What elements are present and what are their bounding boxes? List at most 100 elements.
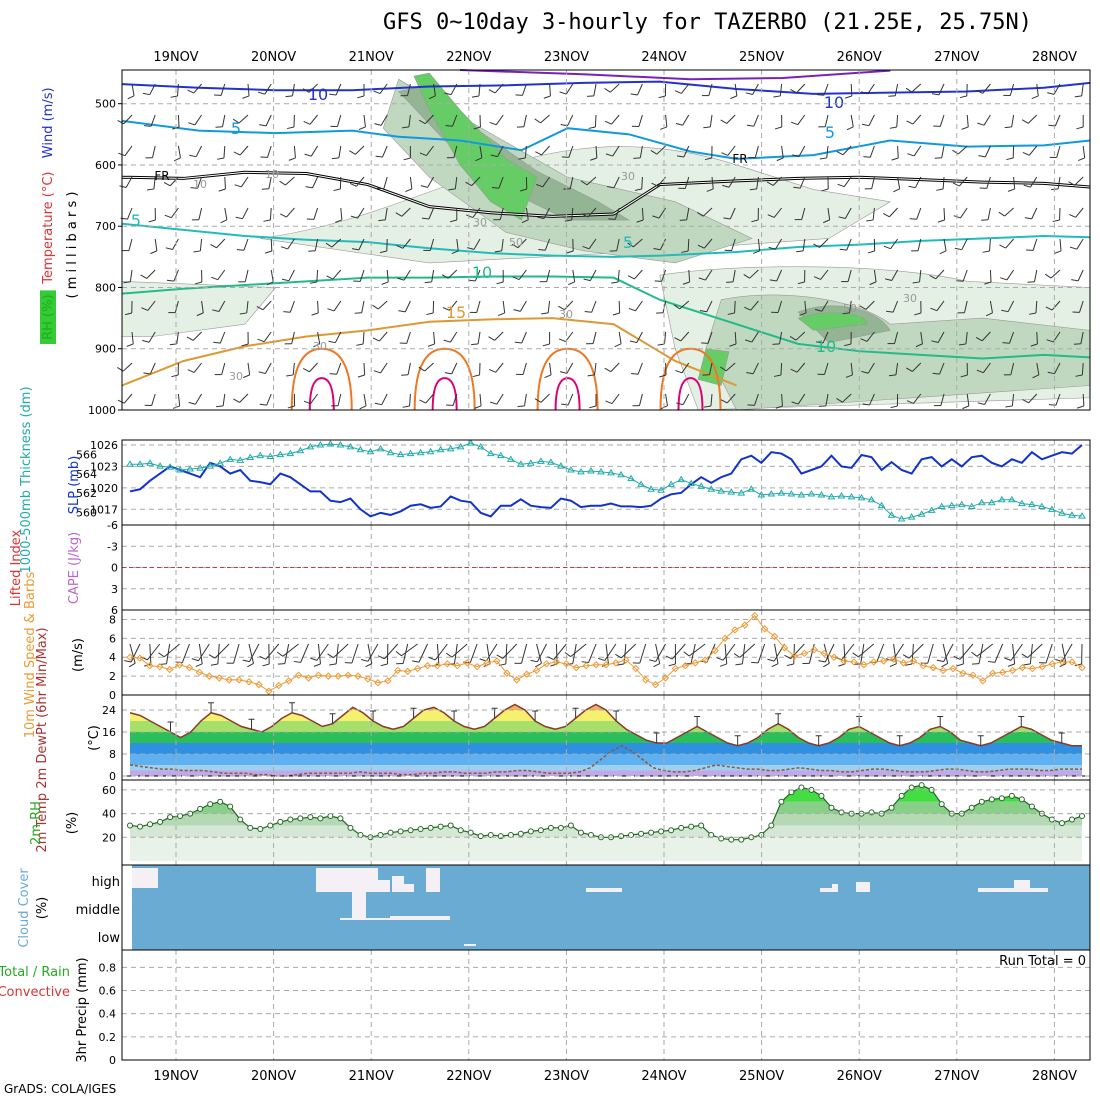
- surface-wind-barb: [499, 644, 507, 665]
- rh-marker: [939, 802, 944, 807]
- rh-marker: [458, 828, 463, 833]
- rh-marker: [488, 832, 493, 837]
- cloud-level-label: low: [98, 931, 121, 946]
- upper-wind-barb: [515, 332, 527, 343]
- upper-wind-barb: [471, 332, 480, 345]
- upper-wind-barb: [214, 84, 225, 95]
- surface-wind-barb: [196, 644, 202, 667]
- slp-ylabel: SLP (mb): [67, 456, 82, 515]
- rh-marker: [548, 825, 553, 830]
- upper-wind-barb: [215, 363, 225, 375]
- upper-wind-barb: [360, 394, 366, 409]
- rh-marker: [869, 810, 874, 815]
- rh-marker: [448, 823, 453, 828]
- upper-wind-barb: [589, 115, 596, 128]
- upper-wind-barb: [238, 270, 248, 282]
- upper-wind-barb: [167, 270, 178, 281]
- rh-marker: [318, 816, 323, 821]
- clear-sky-block: [352, 892, 366, 918]
- upper-wind-barb: [631, 363, 642, 374]
- upper-wind-barb: [703, 115, 712, 128]
- upper-wind-barb: [221, 208, 227, 223]
- isotherm-20: [292, 349, 352, 410]
- upper-wind-barb: [585, 301, 596, 312]
- surface-wind-barb: [175, 644, 189, 663]
- upper-wind-barb: [907, 115, 921, 124]
- top-day-label: 22NOV: [446, 50, 491, 65]
- rh-marker: [378, 832, 383, 837]
- upper-wind-barb: [1028, 270, 1037, 282]
- upper-wind-barb: [1070, 239, 1083, 249]
- upper-wind-barb: [933, 115, 944, 126]
- upper-wind-barb: [332, 146, 341, 159]
- upper-wind-barb: [890, 115, 898, 128]
- upper-wind-barb: [613, 301, 620, 315]
- rh-marker: [238, 817, 243, 822]
- upper-wind-barb: [374, 363, 387, 373]
- upper-wind-barb: [490, 115, 503, 125]
- contour-label: 10: [265, 168, 279, 181]
- surface-wind-barb: [772, 644, 778, 667]
- upper-wind-barb: [516, 363, 526, 375]
- rh-marker: [829, 805, 834, 810]
- top-day-label: 24NOV: [641, 50, 686, 65]
- surface-wind-barb: [314, 644, 321, 666]
- bottom-day-label: 19NOV: [153, 1069, 198, 1084]
- top-day-label: 27NOV: [934, 50, 979, 65]
- upper-wind-barb: [676, 115, 689, 125]
- upper-wind-barb: [1069, 208, 1083, 217]
- upper-wind-barb: [303, 363, 317, 372]
- surface-wind-barb: [514, 644, 526, 663]
- upper-wind-barb: [906, 84, 921, 92]
- upper-wind-barb: [305, 146, 318, 156]
- upper-wind-barb: [604, 84, 619, 92]
- upper-ylabel-part: Temperature (°C): [41, 171, 56, 284]
- cloud-field: [132, 865, 1090, 950]
- cloud-ylabel: Cloud Cover: [17, 868, 32, 948]
- upper-wind-barb: [615, 332, 621, 347]
- contour-label: 30: [229, 370, 243, 383]
- rh-marker: [578, 830, 583, 835]
- upper-wind-barb: [863, 146, 874, 157]
- upper-wind-barb: [118, 146, 132, 156]
- contour-label: 30: [313, 340, 327, 353]
- rh-marker: [1059, 821, 1064, 826]
- contour-label: 10: [193, 178, 207, 191]
- contour-label: FR: [154, 169, 169, 183]
- upper-wind-barb: [935, 146, 944, 158]
- contour-label: 10: [824, 93, 844, 112]
- upper-wind-barb: [217, 146, 225, 159]
- upper-wind-barb: [287, 115, 294, 129]
- rh-marker: [819, 793, 824, 798]
- upper-wind-barb: [122, 239, 132, 251]
- clear-sky-block: [368, 868, 378, 892]
- precip-tick-label: 0.2: [99, 1031, 117, 1044]
- pressure-tick-label: 600: [95, 159, 116, 172]
- wind-speed-line: [130, 616, 1082, 692]
- run-total-label: Run Total = 0: [999, 954, 1086, 969]
- cloud-level-label: middle: [76, 903, 120, 918]
- rh-marker: [1019, 797, 1024, 802]
- precip-tick-label: 0.8: [99, 961, 117, 974]
- rh-marker: [208, 802, 213, 807]
- clear-sky-block: [378, 880, 390, 892]
- upper-wind-barb: [910, 208, 921, 219]
- contour-label: 30: [473, 216, 487, 229]
- upper-wind-barb: [1045, 270, 1060, 278]
- upper-wind-barb: [883, 208, 897, 217]
- upper-wind-barb: [514, 301, 527, 311]
- pressure-tick-label: 700: [95, 220, 116, 233]
- rh-marker: [649, 830, 654, 835]
- wind-tick-label: 8: [109, 613, 116, 626]
- li-ylabel: Lifted Index: [9, 529, 24, 606]
- precip-ylabel-part: Convective: [0, 985, 70, 1000]
- rh-ylabel: 2m RH: [29, 801, 44, 845]
- upper-wind-barb: [189, 146, 201, 157]
- clear-sky-block: [464, 944, 476, 946]
- upper-wind-barb: [584, 270, 596, 281]
- rh-marker: [428, 825, 433, 830]
- clear-sky-block: [392, 876, 404, 892]
- bottom-day-label: 26NOV: [837, 1069, 882, 1084]
- surface-wind-barb: [669, 644, 676, 666]
- bottom-day-label: 27NOV: [934, 1069, 979, 1084]
